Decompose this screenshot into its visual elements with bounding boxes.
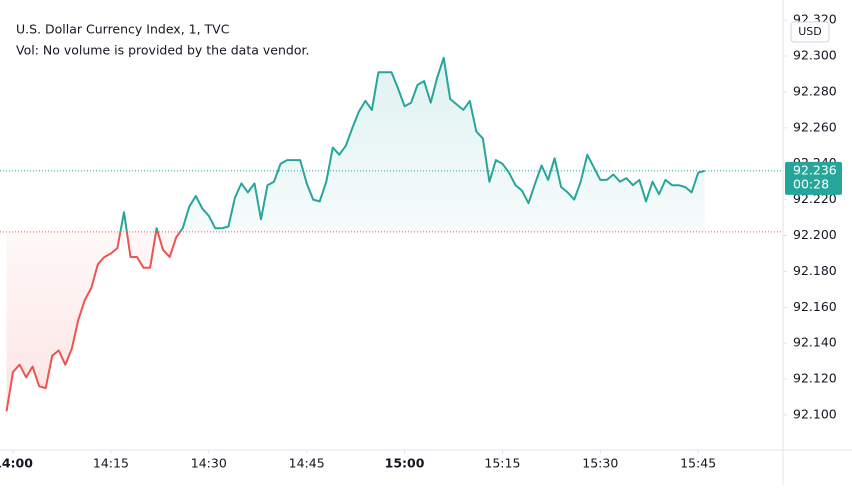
y-tick-label: 92.100 (793, 406, 837, 421)
x-tick-label: 15:30 (582, 456, 618, 471)
currency-box (790, 21, 830, 43)
y-tick-label: 92.120 (793, 371, 837, 386)
price-badge (785, 161, 842, 195)
x-tick-label: 14:30 (191, 456, 227, 471)
y-tick-label: 92.180 (793, 263, 837, 278)
y-tick-label: 92.200 (793, 227, 837, 242)
y-tick-label: 92.160 (793, 299, 837, 314)
y-tick-label: 92.280 (793, 83, 837, 98)
countdown: 00:28 (793, 176, 829, 191)
x-tick-label: 14:15 (93, 456, 129, 471)
y-tick-label: 92.140 (793, 335, 837, 350)
y-tick-label: 92.300 (793, 48, 837, 63)
x-tick-label: 15:00 (385, 456, 425, 471)
x-tick-label: 15:15 (484, 456, 520, 471)
chart-title: U.S. Dollar Currency Index, 1, TVC (16, 22, 230, 37)
x-tick-label: 14:00 (0, 456, 33, 471)
x-tick-label: 14:45 (289, 456, 325, 471)
baseline-area (6, 57, 705, 412)
y-tick-label: 92.260 (793, 119, 837, 134)
price-label: 92.236 (793, 162, 837, 177)
price-line (5, 56, 705, 412)
chart-subtitle: Vol: No volume is provided by the data v… (16, 43, 309, 58)
currency: USD (798, 25, 822, 38)
x-tick-label: 15:45 (680, 456, 716, 471)
